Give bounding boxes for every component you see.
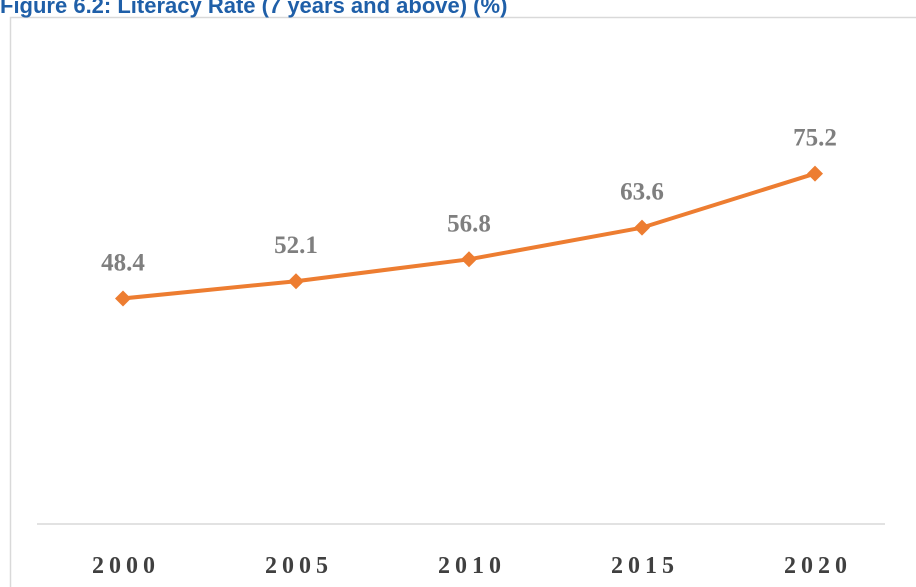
marker — [288, 273, 304, 290]
marker — [634, 219, 650, 236]
marker — [115, 290, 131, 307]
x-tick-label: 2015 — [611, 553, 679, 579]
chart-frame — [9, 16, 916, 587]
data-label: 48.4 — [101, 249, 145, 276]
data-label: 63.6 — [620, 179, 664, 206]
x-tick-label: 2005 — [265, 553, 333, 579]
marker — [807, 165, 823, 182]
marker — [461, 251, 477, 268]
data-label: 75.2 — [793, 125, 837, 152]
x-tick-label: 2000 — [92, 553, 160, 579]
data-label: 56.8 — [447, 210, 491, 237]
x-tick-label: 2020 — [784, 553, 852, 579]
chart-title: Figure 6.2: Literacy Rate (7 years and a… — [0, 0, 507, 18]
data-label: 52.1 — [274, 232, 318, 259]
x-tick-label: 2010 — [438, 553, 506, 579]
